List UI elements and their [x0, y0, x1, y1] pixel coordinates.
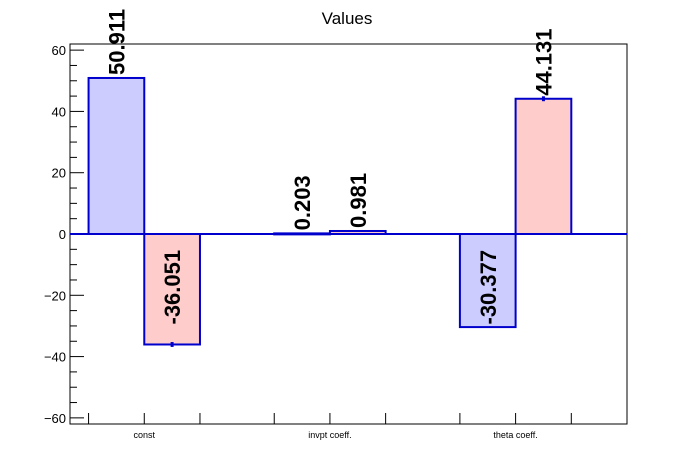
- data-label: -36.051: [160, 250, 185, 325]
- y-tick-label: 20: [52, 166, 66, 181]
- y-tick-label: 0: [59, 227, 66, 242]
- y-tick-label: −20: [44, 288, 66, 303]
- x-category-label: invpt coeff.: [308, 430, 351, 440]
- data-label: 44.131: [531, 28, 556, 95]
- data-label: 0.981: [346, 173, 371, 228]
- y-tick-label: 40: [52, 104, 66, 119]
- y-tick-label: −40: [44, 350, 66, 365]
- plot-area: −60 −40 −20 0 20 40 60 const invpt coeff. theta c…: [44, 9, 628, 440]
- chart-title: Values: [322, 9, 373, 28]
- x-category-label: const: [134, 430, 156, 440]
- data-label: 0.203: [290, 175, 315, 230]
- y-tick-label: −60: [44, 411, 66, 426]
- data-label: 50.911: [104, 9, 129, 75]
- y-tick-label: 60: [52, 43, 66, 58]
- x-category-label: theta coeff.: [493, 430, 537, 440]
- data-label: -30.377: [476, 250, 501, 325]
- bar: [514, 97, 573, 235]
- bar: [87, 76, 146, 235]
